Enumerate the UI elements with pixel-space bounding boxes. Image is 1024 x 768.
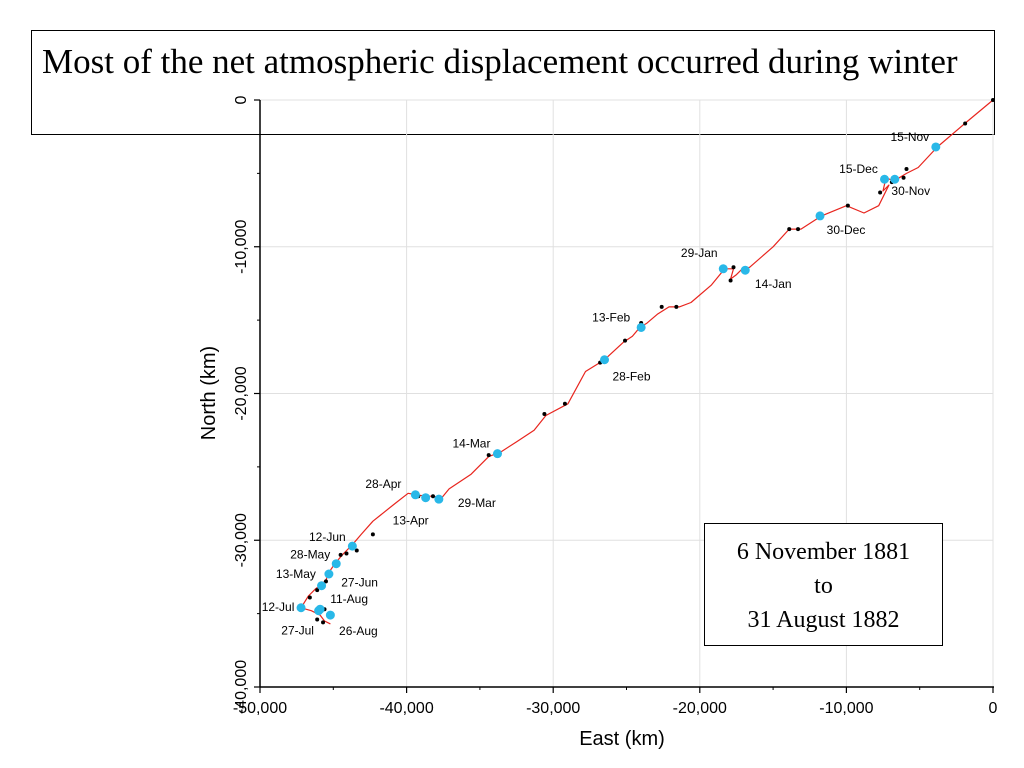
x-tick-label: -40,000	[379, 700, 433, 717]
date-marker	[718, 264, 728, 274]
daily-point	[659, 304, 664, 309]
y-axis-ticks: 0 -10,000 -20,000 -30,000 -40,000	[233, 95, 260, 714]
y-tick-label: -30,000	[233, 513, 250, 567]
daily-point	[307, 595, 312, 600]
daily-point	[321, 620, 326, 625]
date-marker-label: 13-Feb	[592, 310, 630, 324]
date-marker-label: 13-May	[276, 567, 316, 581]
date-marker	[324, 569, 334, 579]
date-marker	[421, 493, 431, 503]
date-marker-label: 30-Dec	[827, 223, 866, 237]
x-tick-label: -20,000	[673, 700, 727, 717]
date-marker-label: 12-Jul	[262, 600, 295, 614]
date-marker	[636, 322, 646, 332]
date-marker-label: 27-Jul	[281, 624, 314, 638]
daily-point	[338, 552, 343, 557]
daily-point	[731, 265, 736, 270]
date-marker-labels: 15-Nov 30-Nov 15-Dec 30-Dec 14-Jan 29-Jan 13-F…	[262, 130, 930, 638]
date-marker	[740, 265, 750, 275]
x-tick-label: -10,000	[819, 700, 873, 717]
title-box: Most of the net atmospheric displacement…	[31, 30, 995, 135]
date-marker-label: 29-Mar	[458, 496, 496, 510]
daily-point	[562, 401, 567, 406]
daily-point	[728, 278, 733, 283]
date-range-to: to	[814, 573, 833, 599]
y-tick-label: -10,000	[233, 220, 250, 274]
daily-point	[315, 588, 320, 593]
daily-point	[323, 579, 328, 584]
date-marker-label: 26-Aug	[339, 624, 378, 638]
x-axis-ticks: -50,000 -40,000 -30,000 -20,000 -10,000 0	[233, 687, 998, 717]
x-axis-label: East (km)	[579, 728, 665, 750]
daily-point	[845, 203, 850, 208]
daily-point	[542, 412, 547, 417]
daily-point	[370, 532, 375, 537]
daily-point	[486, 453, 491, 458]
date-markers	[296, 142, 941, 620]
date-marker-label: 15-Nov	[890, 130, 929, 144]
x-tick-label: 0	[989, 700, 998, 717]
x-tick-label: -30,000	[526, 700, 580, 717]
daily-point	[315, 617, 320, 622]
date-marker	[890, 174, 900, 184]
daily-point	[344, 551, 349, 556]
date-marker-label: 30-Nov	[891, 184, 930, 198]
daily-point	[878, 190, 883, 195]
date-marker-label: 28-Apr	[365, 477, 401, 491]
x-tick-label: -50,000	[233, 700, 287, 717]
date-marker-label: 29-Jan	[681, 246, 718, 260]
daily-point	[991, 98, 995, 102]
daily-point	[963, 121, 968, 126]
date-marker	[317, 581, 327, 591]
date-marker	[815, 211, 825, 221]
date-marker-label: 27-Jun	[341, 576, 378, 590]
date-marker-label: 14-Jan	[755, 277, 792, 291]
date-marker-label: 14-Mar	[452, 437, 490, 451]
date-marker	[880, 174, 890, 184]
date-range-end: 31 August 1882	[747, 607, 900, 633]
date-marker	[931, 142, 941, 152]
date-marker	[600, 355, 610, 365]
date-marker	[410, 490, 420, 500]
date-marker	[315, 604, 325, 614]
date-marker-label: 28-Feb	[612, 370, 650, 384]
y-tick-label: -20,000	[233, 366, 250, 420]
date-marker-label: 13-Apr	[393, 514, 429, 528]
date-marker-label: 28-May	[290, 548, 330, 562]
date-marker	[296, 603, 306, 613]
date-marker-label: 11-Aug	[330, 592, 368, 606]
date-marker	[492, 449, 502, 459]
y-axis-label: North (km)	[198, 346, 220, 440]
daily-point	[623, 338, 628, 343]
daily-point	[430, 494, 435, 499]
date-marker	[434, 494, 444, 504]
date-marker-label: 15-Dec	[839, 162, 878, 176]
daily-point	[904, 166, 909, 171]
date-marker-label: 12-Jun	[309, 530, 346, 544]
daily-point	[354, 548, 359, 553]
daily-point	[674, 304, 679, 309]
daily-point	[901, 175, 906, 180]
slide-title: Most of the net atmospheric displacement…	[42, 42, 958, 81]
date-marker	[325, 610, 335, 620]
date-range-box: 6 November 1881 to 31 August 1882	[704, 523, 943, 646]
daily-point	[787, 227, 792, 232]
y-tick-label: -40,000	[233, 660, 250, 714]
daily-point	[796, 227, 801, 232]
date-marker	[331, 559, 341, 569]
date-marker	[347, 541, 357, 551]
y-tick-label: 0	[233, 95, 250, 104]
date-range-start: 6 November 1881	[736, 539, 911, 565]
